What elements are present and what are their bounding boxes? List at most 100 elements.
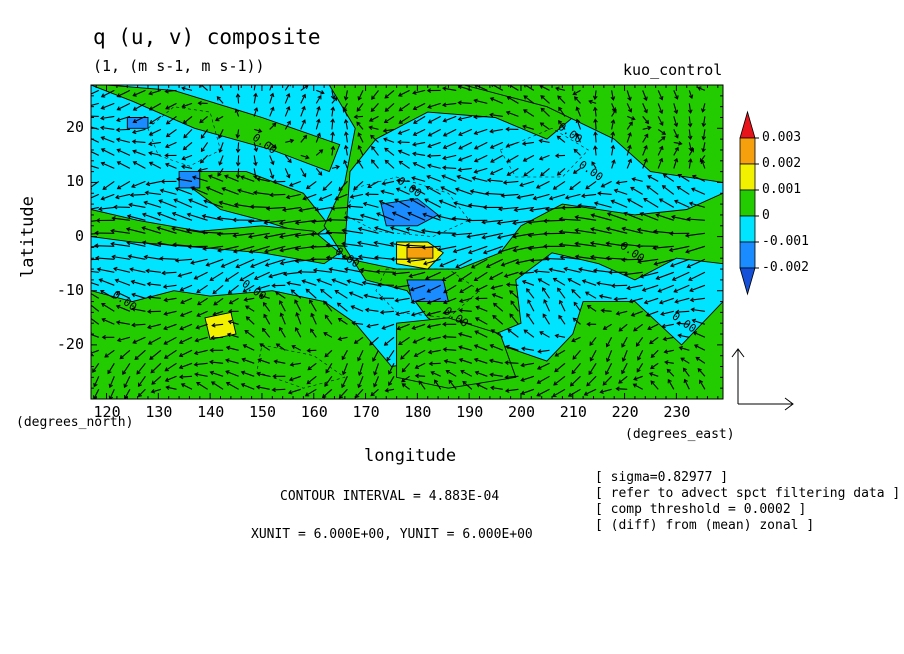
wind-arrow (116, 161, 131, 169)
wind-arrow (632, 383, 643, 390)
wind-arrow-shaft (310, 328, 317, 338)
wind-arrow (639, 271, 659, 279)
wind-arrow-shaft (521, 388, 535, 395)
wind-arrow-shaft (148, 336, 162, 345)
wind-arrow-shaft (117, 180, 131, 190)
wind-arrow-shaft (411, 186, 426, 195)
wind-arrow-head (306, 380, 311, 385)
wind-arrow-head (336, 302, 342, 307)
wind-arrow-head (262, 301, 267, 307)
wind-arrow-shaft (269, 141, 277, 149)
wind-arrow-shaft (372, 350, 379, 362)
wind-arrow-shaft (240, 176, 255, 182)
wind-arrow-head (165, 385, 170, 390)
wind-arrow-head (593, 118, 598, 123)
wind-arrow-shaft (490, 344, 504, 351)
wind-arrow-head (558, 314, 563, 320)
wind-arrow-head (452, 248, 458, 254)
wind-arrow-shaft (452, 232, 472, 236)
dashed-contour-2 (375, 268, 480, 319)
wind-arrow-head (581, 193, 586, 199)
wind-arrow-shaft (581, 193, 597, 197)
wind-arrow-shaft (587, 305, 597, 312)
wind-arrow (174, 258, 193, 263)
wind-arrow (177, 271, 193, 278)
wind-arrow-head (164, 367, 169, 372)
x-tick-label: 120 (93, 403, 121, 421)
wind-arrow-shaft (568, 388, 581, 397)
wind-arrow-shaft (691, 188, 706, 195)
wind-arrow-head (427, 163, 432, 169)
wind-arrow-head (381, 325, 386, 330)
wind-arrow-shaft (586, 375, 597, 387)
wind-arrow-head (115, 291, 120, 296)
wind-arrow-shaft (611, 284, 628, 287)
wind-arrow-head (179, 312, 185, 317)
wind-arrow-shaft (101, 148, 115, 156)
wind-arrow-head (235, 263, 240, 269)
wind-arrow (346, 204, 364, 209)
wind-arrow-shaft (295, 327, 302, 338)
wind-arrow-head (596, 281, 601, 286)
wind-arrow-head (586, 321, 591, 327)
wind-arrow-shaft (400, 349, 410, 360)
wind-arrow (558, 106, 566, 117)
wind-arrow (425, 185, 441, 195)
wind-arrow (610, 131, 616, 143)
wind-arrow-head (182, 146, 188, 151)
wind-arrow (492, 302, 504, 312)
wind-arrow-shaft (487, 179, 503, 182)
wind-arrow-head (627, 96, 632, 102)
wind-arrow (442, 154, 457, 161)
wind-arrow-head (506, 96, 511, 101)
wind-arrow-shaft (172, 212, 193, 221)
wind-arrow-head (491, 293, 497, 298)
wind-arrow (309, 299, 317, 312)
wind-arrow (171, 226, 193, 234)
wind-arrow-head (373, 371, 378, 376)
wind-arrow-shaft (702, 142, 706, 152)
wind-arrow (572, 167, 581, 174)
wind-arrow-shaft (486, 258, 504, 268)
wind-arrow-shaft (226, 382, 239, 390)
wind-arrow-head (129, 267, 134, 272)
wind-arrow (92, 362, 100, 373)
wind-arrow-shaft (242, 358, 255, 364)
wind-arrow-shaft (627, 198, 643, 208)
wind-arrow (341, 241, 364, 247)
wind-arrow-shaft (315, 149, 323, 156)
wind-arrow (200, 142, 209, 153)
wind-arrow (141, 240, 162, 247)
wind-arrow (193, 362, 208, 367)
wind-arrow (91, 270, 99, 273)
wind-arrow-shaft (196, 310, 208, 317)
wind-arrow-shaft (659, 297, 674, 304)
dashed-contour-1 (344, 176, 470, 237)
wind-arrow-head (674, 134, 679, 139)
wind-arrow-head (441, 277, 447, 282)
wind-arrow-shaft (133, 161, 146, 169)
wind-arrow-shaft (540, 167, 550, 177)
wind-arrow-shaft (181, 87, 193, 91)
wind-arrow-head (91, 350, 93, 356)
wind-arrow-shaft (180, 297, 193, 304)
wind-arrow (209, 271, 224, 281)
wind-arrow-shaft (282, 206, 301, 211)
wind-arrow (642, 125, 652, 131)
wind-arrow-shaft (680, 357, 690, 364)
wind-arrow-shaft (91, 193, 100, 199)
wind-arrow (411, 151, 426, 157)
wind-arrow-shaft (434, 379, 442, 390)
wind-arrow-shaft (280, 313, 286, 325)
wind-arrow-shaft (358, 145, 364, 156)
wind-arrow-shaft (426, 175, 441, 182)
wind-arrow-shaft (237, 168, 240, 178)
wind-arrow-shaft (240, 271, 255, 281)
wind-arrow-shaft (517, 193, 535, 199)
wind-arrow-head (232, 249, 238, 254)
wind-arrow-shaft (130, 193, 146, 196)
wind-arrow (165, 102, 177, 110)
wind-arrow-shaft (164, 362, 177, 372)
wind-arrow-head (380, 189, 385, 194)
wind-arrow (171, 211, 193, 221)
